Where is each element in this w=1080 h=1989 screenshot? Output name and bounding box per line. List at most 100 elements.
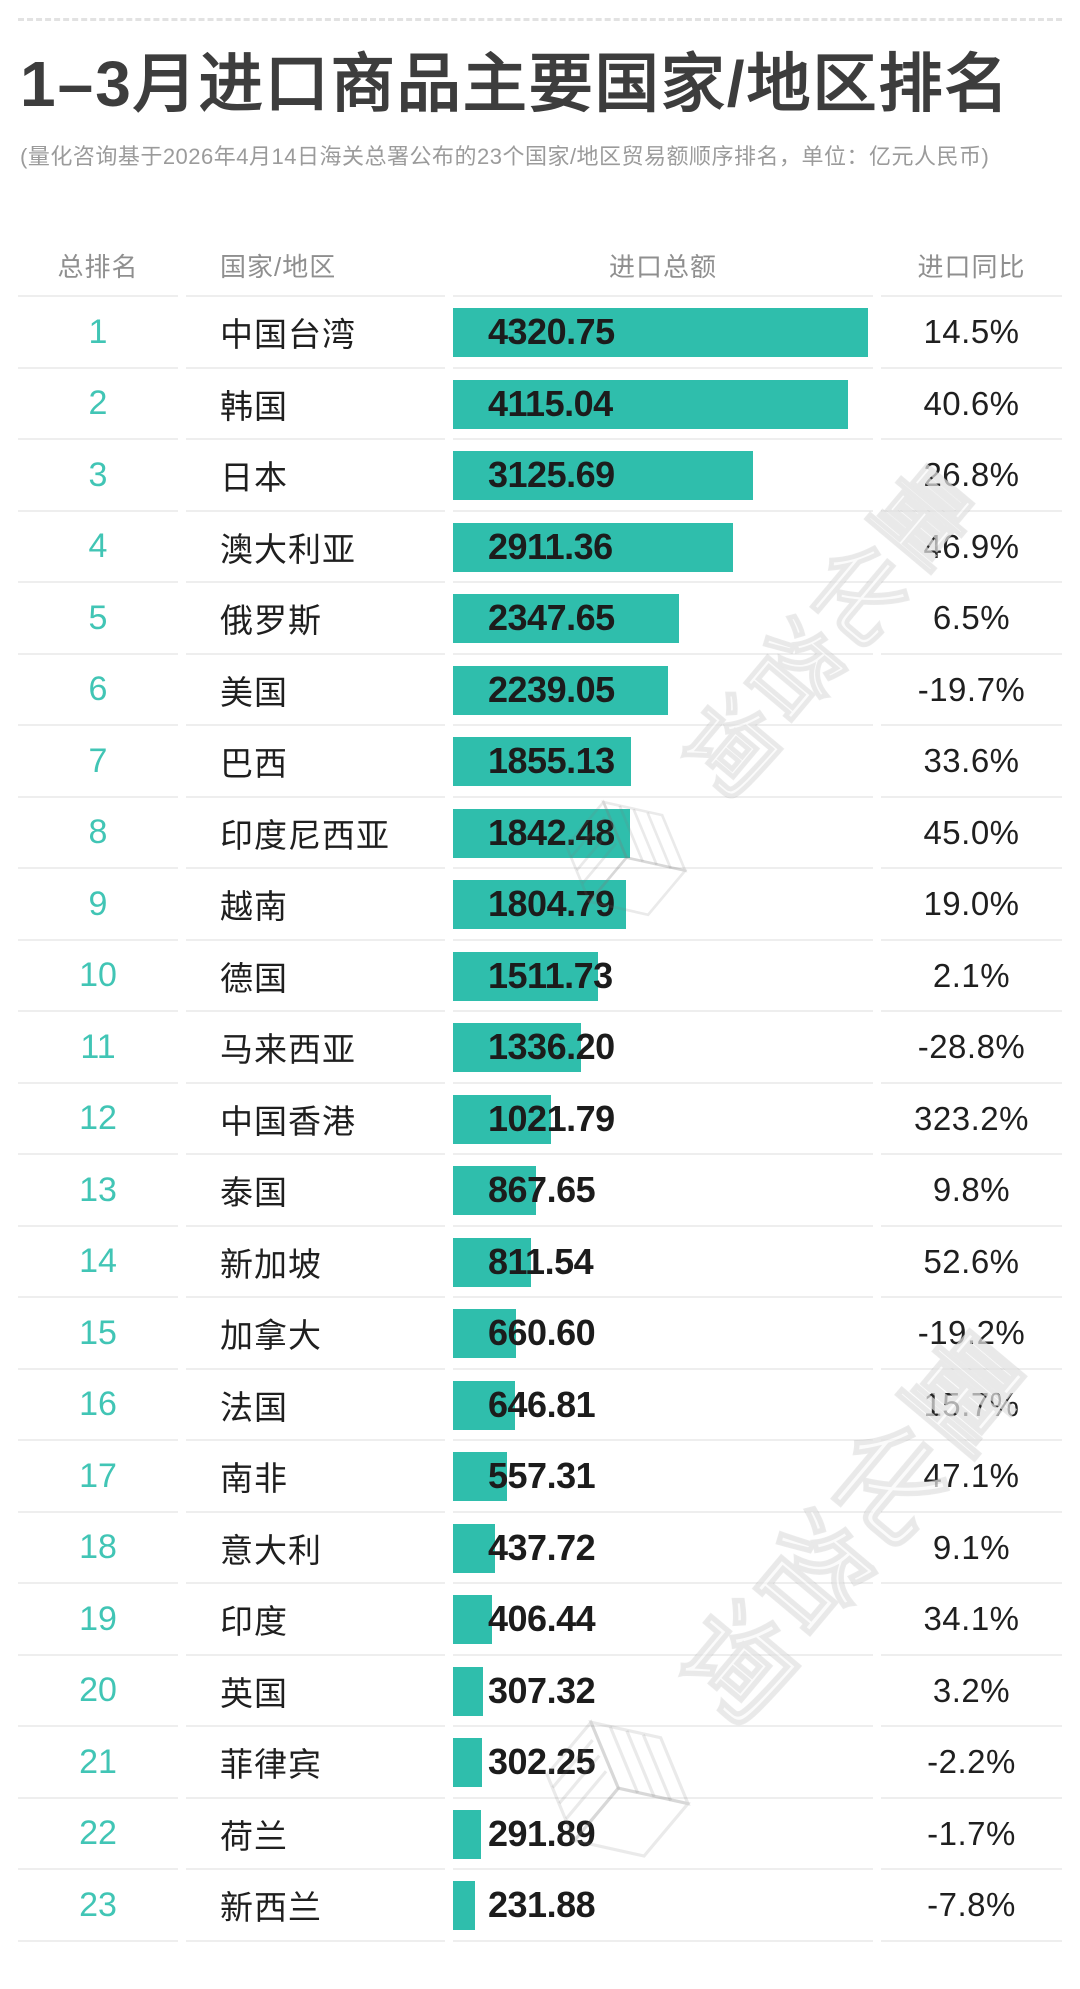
import-bar: [453, 1881, 476, 1931]
country-cell: 泰国: [186, 1155, 445, 1227]
import-bar-cell: 4115.04: [453, 369, 873, 441]
table-row: 15 加拿大 660.60 -19.2%: [18, 1298, 1062, 1370]
import-bar-cell: 437.72: [453, 1513, 873, 1585]
table-body: 1 中国台湾 4320.75 14.5% 2 韩国 4115.04 40.6% 3 日本 3125.…: [18, 297, 1062, 1942]
table-row: 19 印度 406.44 34.1%: [18, 1584, 1062, 1656]
table-row: 21 菲律宾 302.25 -2.2%: [18, 1727, 1062, 1799]
import-value: 291.89: [488, 1812, 596, 1854]
rank-cell: 15: [18, 1298, 178, 1370]
yoy-cell: 47.1%: [881, 1441, 1062, 1513]
import-bar: [453, 1595, 492, 1645]
import-bar: [453, 379, 849, 429]
table-row: 8 印度尼西亚 1842.48 45.0%: [18, 798, 1062, 870]
country-cell: 澳大利亚: [186, 512, 445, 584]
import-bar: [453, 451, 754, 501]
country-cell: 日本: [186, 440, 445, 512]
import-bar: [453, 1452, 507, 1502]
yoy-cell: 3.2%: [881, 1656, 1062, 1728]
yoy-cell: 2.1%: [881, 941, 1062, 1013]
country-cell: 菲律宾: [186, 1727, 445, 1799]
rank-cell: 13: [18, 1155, 178, 1227]
country-cell: 俄罗斯: [186, 583, 445, 655]
country-cell: 美国: [186, 655, 445, 727]
header-cell-import-yoy: 进口同比: [881, 235, 1062, 298]
rank-cell: 10: [18, 941, 178, 1013]
import-bar: [453, 1023, 582, 1073]
table-row: 12 中国香港 1021.79 323.2%: [18, 1084, 1062, 1156]
country-cell: 巴西: [186, 726, 445, 798]
yoy-cell: 323.2%: [881, 1084, 1062, 1156]
yoy-cell: 33.6%: [881, 726, 1062, 798]
rank-cell: 3: [18, 440, 178, 512]
import-bar-cell: 4320.75: [453, 297, 873, 369]
import-value: 3125.69: [488, 454, 615, 496]
import-bar-cell: 406.44: [453, 1584, 873, 1656]
import-bar: [453, 1809, 481, 1859]
import-bar-cell: 557.31: [453, 1441, 873, 1513]
country-cell: 中国香港: [186, 1084, 445, 1156]
rank-cell: 17: [18, 1441, 178, 1513]
table-row: 11 马来西亚 1336.20 -28.8%: [18, 1012, 1062, 1084]
import-bar-cell: 867.65: [453, 1155, 873, 1227]
country-cell: 加拿大: [186, 1298, 445, 1370]
yoy-cell: -28.8%: [881, 1012, 1062, 1084]
rank-cell: 20: [18, 1656, 178, 1728]
table-row: 14 新加坡 811.54 52.6%: [18, 1227, 1062, 1299]
rank-cell: 12: [18, 1084, 178, 1156]
import-bar: [453, 1237, 531, 1287]
import-value: 231.88: [488, 1884, 596, 1926]
header-cell-import-total: 进口总额: [453, 235, 873, 298]
table-row: 20 英国 307.32 3.2%: [18, 1656, 1062, 1728]
table-row: 1 中国台湾 4320.75 14.5%: [18, 297, 1062, 369]
import-value: 557.31: [488, 1455, 596, 1497]
table-row: 9 越南 1804.79 19.0%: [18, 869, 1062, 941]
import-bar-cell: 1021.79: [453, 1084, 873, 1156]
yoy-cell: 9.8%: [881, 1155, 1062, 1227]
import-bar-cell: 3125.69: [453, 440, 873, 512]
import-value: 1511.73: [488, 954, 613, 996]
import-bar: [453, 1309, 517, 1359]
import-bar-cell: 1842.48: [453, 798, 873, 870]
yoy-cell: 45.0%: [881, 798, 1062, 870]
import-value: 660.60: [488, 1312, 596, 1354]
import-value: 867.65: [488, 1169, 596, 1211]
country-cell: 英国: [186, 1656, 445, 1728]
rank-cell: 7: [18, 726, 178, 798]
import-bar: [453, 808, 630, 858]
rank-cell: 9: [18, 869, 178, 941]
import-value: 406.44: [488, 1598, 596, 1640]
yoy-cell: -19.2%: [881, 1298, 1062, 1370]
yoy-cell: 15.7%: [881, 1370, 1062, 1442]
rank-cell: 6: [18, 655, 178, 727]
top-dashed-divider: [18, 18, 1062, 21]
import-bar: [453, 880, 627, 930]
yoy-cell: 34.1%: [881, 1584, 1062, 1656]
import-value: 1842.48: [488, 811, 615, 853]
import-bar: [453, 1094, 552, 1144]
rank-cell: 14: [18, 1227, 178, 1299]
country-cell: 法国: [186, 1370, 445, 1442]
table-row: 6 美国 2239.05 -19.7%: [18, 655, 1062, 727]
page-subtitle: (量化咨询基于2026年4月14日海关总署公布的23个国家/地区贸易额顺序排名，…: [20, 143, 990, 169]
table-row: 10 德国 1511.73 2.1%: [18, 941, 1062, 1013]
table-row: 17 南非 557.31 47.1%: [18, 1441, 1062, 1513]
rank-cell: 19: [18, 1584, 178, 1656]
import-bar-cell: 302.25: [453, 1727, 873, 1799]
country-cell: 意大利: [186, 1513, 445, 1585]
import-value: 4320.75: [488, 311, 615, 353]
table-row: 18 意大利 437.72 9.1%: [18, 1513, 1062, 1585]
country-cell: 越南: [186, 869, 445, 941]
country-cell: 新西兰: [186, 1870, 445, 1942]
country-cell: 南非: [186, 1441, 445, 1513]
import-bar: [453, 737, 632, 787]
import-value: 1336.20: [488, 1026, 615, 1068]
rank-cell: 4: [18, 512, 178, 584]
rank-cell: 8: [18, 798, 178, 870]
import-bar: [453, 1666, 483, 1716]
country-cell: 荷兰: [186, 1799, 445, 1871]
yoy-cell: 46.9%: [881, 512, 1062, 584]
table-row: 3 日本 3125.69 26.8%: [18, 440, 1062, 512]
table-row: 13 泰国 867.65 9.8%: [18, 1155, 1062, 1227]
table-row: 4 澳大利亚 2911.36 46.9%: [18, 512, 1062, 584]
import-value: 4115.04: [488, 382, 613, 424]
